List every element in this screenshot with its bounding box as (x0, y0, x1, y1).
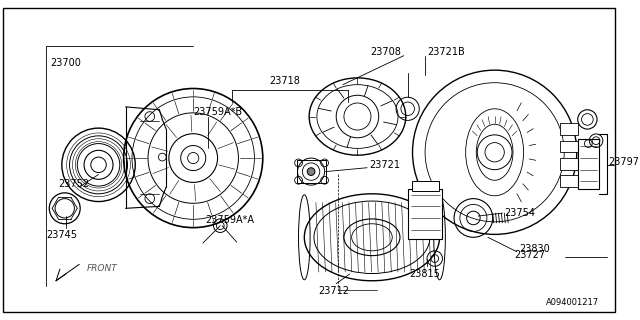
Text: 23718: 23718 (269, 76, 300, 86)
Text: 23712: 23712 (318, 286, 349, 296)
Bar (561, 175, 578, 187)
Bar (561, 158, 578, 170)
Text: 23797: 23797 (609, 157, 639, 167)
Text: 23752: 23752 (58, 179, 89, 189)
Text: 23727: 23727 (515, 250, 546, 260)
Bar (412, 181, 438, 191)
Text: 23700: 23700 (50, 58, 81, 68)
Text: 23708: 23708 (370, 47, 401, 57)
Text: FRONT: FRONT (87, 264, 118, 273)
Bar (561, 141, 578, 152)
Text: 23754: 23754 (504, 208, 535, 218)
Text: 23759A*B: 23759A*B (193, 107, 243, 117)
Text: A094001217: A094001217 (546, 298, 599, 307)
Text: 23721: 23721 (369, 160, 400, 170)
Bar (578, 139, 599, 189)
Text: 23721B: 23721B (427, 47, 465, 57)
Text: 23830: 23830 (519, 244, 550, 254)
Text: 23745: 23745 (46, 230, 77, 240)
Text: 23815: 23815 (410, 269, 440, 279)
Text: 23759A*A: 23759A*A (205, 215, 254, 225)
Bar (408, 189, 442, 239)
Circle shape (307, 168, 315, 175)
Bar (296, 160, 326, 183)
Bar (561, 123, 578, 135)
